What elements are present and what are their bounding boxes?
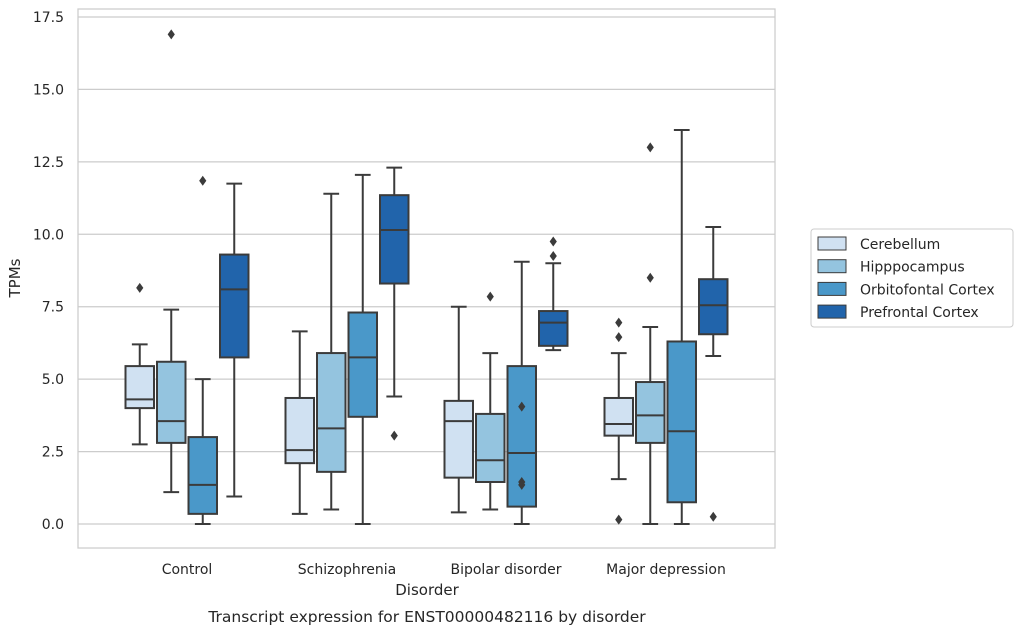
x-tick-label: Schizophrenia [298, 562, 396, 578]
box-iqr [124, 365, 155, 410]
plot-area-frame [77, 8, 776, 549]
box-prefrontal-cortex [538, 236, 569, 352]
box-iqr [666, 340, 697, 504]
legend-swatch [817, 236, 847, 251]
outlier-point [486, 291, 494, 302]
box-cerebellum [284, 330, 315, 515]
box-orbitofontal-cortex [666, 128, 697, 525]
outlier-point [549, 251, 557, 262]
box-iqr [603, 396, 634, 437]
box-iqr [284, 396, 315, 465]
y-tick-label: 0.0 [42, 517, 64, 533]
y-tick-label: 5.0 [42, 372, 64, 388]
y-axis-label: TPMs [6, 258, 24, 298]
box-orbitofontal-cortex [506, 260, 537, 525]
outlier-point [646, 272, 654, 283]
box-iqr [187, 436, 218, 515]
box-hipppocampus [316, 192, 347, 511]
legend-swatch [817, 259, 847, 274]
box-cerebellum [443, 305, 474, 514]
y-tick-label: 15.0 [33, 82, 64, 98]
box-iqr [219, 253, 250, 359]
outlier-point [646, 142, 654, 153]
outlier-point [709, 511, 717, 522]
box-iqr [347, 311, 378, 418]
outlier-point [615, 317, 623, 328]
box-iqr [475, 412, 506, 483]
legend: Cerebellum Hipppocampus Orbitofontal Corte… [810, 228, 1014, 328]
box-orbitofontal-cortex [187, 175, 218, 525]
legend-swatch [817, 281, 847, 296]
y-tick-label: 2.5 [42, 445, 64, 461]
box-hipppocampus [156, 29, 187, 494]
box-hipppocampus [635, 142, 666, 525]
legend-frame [810, 228, 1014, 328]
box-hipppocampus [475, 291, 506, 511]
box-iqr [379, 194, 410, 285]
outlier-point [549, 236, 557, 247]
box-iqr [156, 360, 187, 444]
box-iqr [316, 352, 347, 473]
box-series-group [124, 29, 729, 525]
legend-label: Orbitofontal Cortex [860, 282, 995, 298]
x-tick-label: Major depression [606, 562, 726, 578]
outlier-point [167, 29, 175, 40]
y-tick-label: 12.5 [33, 155, 64, 171]
outlier-point [518, 401, 526, 412]
chart-caption: Transcript expression for ENST0000048211… [207, 608, 646, 626]
y-axis-ticks: 0.0 2.5 5.0 7.5 10.0 12.5 15.0 17.5 [33, 10, 64, 533]
legend-swatch [817, 304, 847, 319]
outlier-point [615, 514, 623, 525]
outlier-point [615, 332, 623, 343]
box-orbitofontal-cortex [347, 173, 378, 525]
x-axis-ticks: Control Schizophrenia Bipolar disorder Majo… [162, 562, 726, 578]
y-tick-label: 7.5 [42, 300, 64, 316]
box-iqr [443, 399, 474, 479]
outlier-point [199, 175, 207, 186]
legend-label: Cerebellum [860, 237, 940, 253]
box-prefrontal-cortex [698, 226, 729, 522]
box-cerebellum [603, 317, 634, 525]
outlier-point [390, 430, 398, 441]
box-prefrontal-cortex [379, 166, 410, 441]
x-axis-label: Disorder [395, 581, 459, 599]
box-iqr [698, 278, 729, 336]
box-prefrontal-cortex [219, 182, 250, 498]
y-tick-label: 17.5 [33, 10, 64, 26]
box-iqr [538, 310, 569, 347]
y-tick-label: 10.0 [33, 227, 64, 243]
outlier-point [518, 479, 526, 490]
outlier-point [136, 282, 144, 293]
legend-label: Hipppocampus [860, 260, 965, 276]
box-cerebellum [124, 282, 155, 446]
legend-label: Prefrontal Cortex [860, 305, 979, 321]
x-tick-label: Control [162, 562, 213, 578]
box-iqr [635, 381, 666, 444]
x-tick-label: Bipolar disorder [450, 562, 561, 578]
